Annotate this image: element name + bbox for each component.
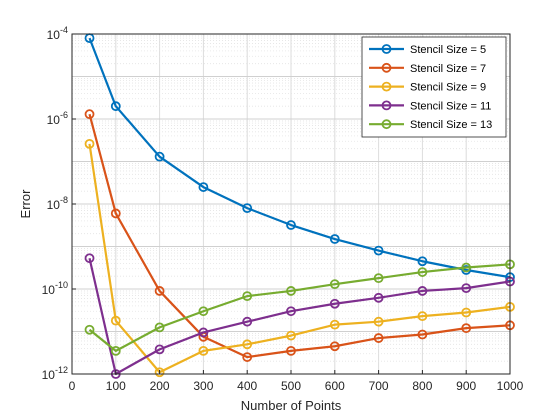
y-tick-label: 10-12: [42, 365, 68, 382]
axis-ticks: 0 100 200 300 400 500 600 700 800 900 1000 10-12 10-…: [42, 25, 524, 393]
data-point: [373, 333, 384, 343]
x-axis-label: Number of Points: [241, 398, 342, 413]
data-point: [286, 345, 296, 356]
legend-label: Stencil Size = 5: [410, 44, 486, 56]
x-tick-label: 300: [193, 379, 213, 393]
legend-item: Stencil Size = 13: [369, 119, 492, 131]
series-line: [88, 37, 511, 279]
series-line: [88, 143, 511, 374]
legend-item: Stencil Size = 9: [369, 82, 486, 94]
series-3: [84, 138, 515, 378]
data-point: [84, 138, 95, 149]
data-point: [461, 262, 472, 273]
y-tick-label: 10-8: [47, 195, 68, 212]
grid-lines: [71, 33, 511, 375]
data-point: [242, 203, 253, 214]
data-point: [154, 344, 165, 355]
data-point: [154, 286, 165, 296]
legend-marker: [381, 62, 392, 73]
data-point: [373, 292, 384, 303]
data-point: [329, 319, 340, 330]
data-point: [242, 316, 253, 327]
data-point: [417, 311, 428, 322]
x-tick-label: 200: [150, 379, 170, 393]
x-tick-label: 100: [106, 379, 126, 393]
data-point: [329, 341, 340, 352]
data-point: [329, 234, 340, 244]
series-line: [88, 263, 511, 352]
legend-label: Stencil Size = 7: [410, 63, 486, 75]
data-point: [417, 286, 428, 296]
series-1: [84, 33, 515, 283]
data-point: [84, 324, 95, 335]
data-point: [329, 279, 340, 290]
data-point: [110, 345, 121, 356]
data-point: [417, 329, 428, 340]
legend-item: Stencil Size = 5: [369, 44, 486, 56]
y-tick-label: 10-6: [47, 110, 68, 127]
data-point: [110, 208, 121, 219]
data-point: [373, 245, 384, 256]
x-tick-label: 1000: [497, 379, 524, 393]
legend-marker: [381, 100, 392, 111]
data-point: [198, 345, 209, 356]
series-4: [84, 253, 515, 379]
x-tick-label: 500: [281, 379, 301, 393]
data-point: [461, 323, 472, 334]
legend: Stencil Size = 5 Stencil Size = 7 Stencil …: [361, 36, 507, 138]
data-point: [461, 283, 472, 293]
x-tick-label: 400: [237, 379, 257, 393]
data-point: [154, 367, 165, 378]
legend-label: Stencil Size = 11: [410, 100, 491, 112]
data-point: [286, 330, 296, 341]
legend-marker: [381, 119, 392, 130]
data-point: [198, 306, 209, 317]
legend-label: Stencil Size = 9: [410, 82, 486, 94]
series-line: [88, 113, 511, 359]
y-tick-label: 10-10: [42, 280, 68, 297]
data-point: [461, 307, 472, 318]
data-point: [110, 101, 121, 112]
x-tick-label: 600: [325, 379, 345, 393]
data-point: [242, 339, 253, 350]
x-tick-label: 800: [412, 379, 432, 393]
data-point: [417, 256, 428, 267]
data-point: [154, 151, 165, 162]
x-tick-label: 700: [369, 379, 389, 393]
data-point: [373, 273, 384, 284]
x-tick-label: 900: [456, 379, 476, 393]
data-point: [198, 182, 209, 192]
legend-item: Stencil Size = 7: [369, 63, 486, 75]
data-point: [242, 291, 253, 302]
data-point: [84, 109, 95, 120]
data-point: [286, 286, 296, 296]
data-point: [329, 298, 340, 309]
series-layer: [84, 33, 515, 379]
legend-marker: [381, 44, 392, 54]
data-point: [198, 327, 209, 338]
data-point: [242, 352, 253, 362]
data-point: [110, 315, 121, 326]
series-2: [84, 109, 515, 362]
data-point: [154, 322, 165, 333]
data-point: [286, 306, 296, 317]
data-point: [84, 253, 95, 264]
y-tick-label: 10-4: [47, 25, 68, 42]
data-point: [417, 267, 428, 277]
data-point: [286, 220, 296, 230]
legend-marker: [381, 81, 392, 92]
series-line: [88, 257, 511, 376]
x-tick-label: 0: [69, 379, 76, 393]
legend-label: Stencil Size = 13: [410, 119, 492, 131]
y-axis-label: Error: [18, 189, 33, 219]
legend-item: Stencil Size = 11: [369, 100, 491, 112]
data-point: [373, 316, 384, 327]
